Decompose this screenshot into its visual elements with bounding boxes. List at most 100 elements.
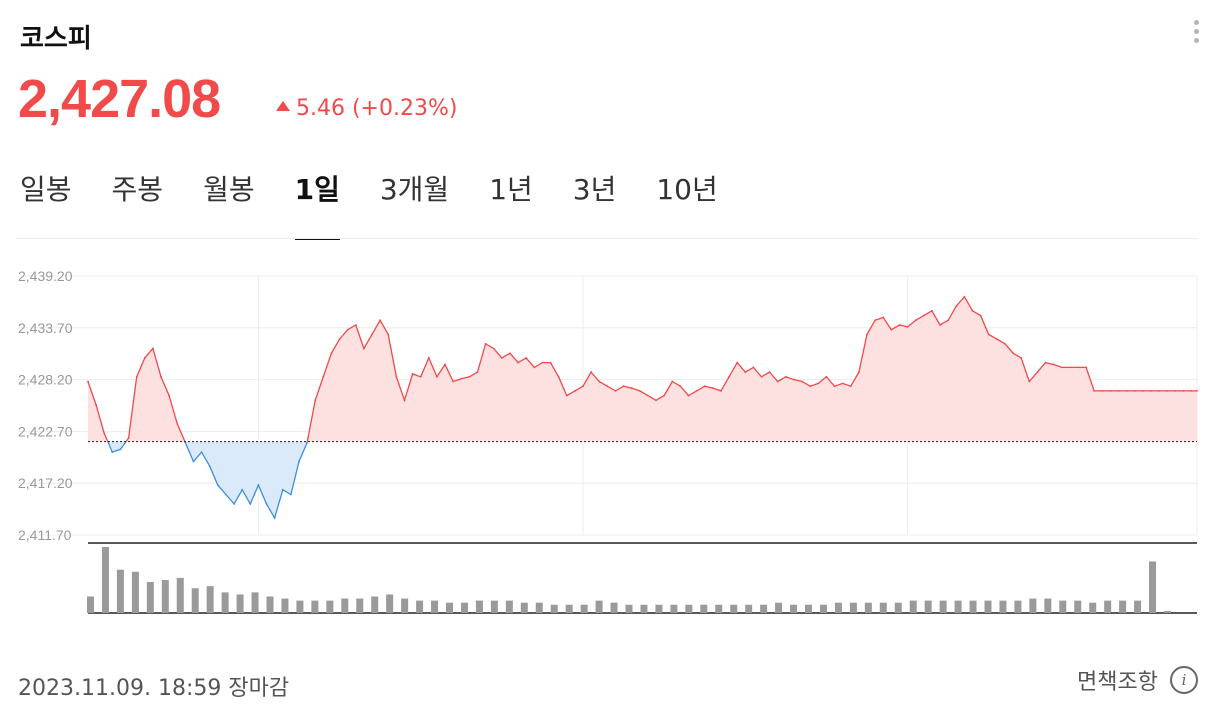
price-point <box>703 385 706 388</box>
down-area <box>88 441 1197 518</box>
volume-bar <box>655 604 663 613</box>
disclaimer-link[interactable]: 면책조항 i <box>1077 664 1198 696</box>
volume-bar <box>580 604 588 613</box>
volume-bar <box>371 596 379 613</box>
intraday-chart[interactable]: 2,439.20 2,433.70 2,428.20 2,422.70 2,417.20… <box>0 250 1216 620</box>
tab-5[interactable]: 1년 <box>489 173 533 206</box>
volume-bar <box>1029 598 1037 613</box>
price-point <box>801 380 803 383</box>
volume-bar <box>356 598 364 613</box>
volume-bar <box>640 604 648 613</box>
price-point <box>857 371 860 373</box>
price-point <box>411 373 414 375</box>
price-point <box>971 309 974 312</box>
tab-0[interactable]: 일봉 <box>20 173 72 206</box>
price-point <box>711 387 714 389</box>
price-point <box>419 375 422 378</box>
price-point <box>484 342 487 345</box>
price-point <box>963 295 966 298</box>
volume-bar <box>864 602 872 613</box>
price-point <box>1133 390 1136 392</box>
volume-bar <box>296 600 304 613</box>
price-point <box>687 394 690 397</box>
price-point <box>898 324 901 326</box>
price-point <box>452 380 455 383</box>
y-tick-label: 2,411.70 <box>18 527 72 543</box>
price-point <box>1142 390 1144 392</box>
price-point <box>111 451 114 454</box>
price-point <box>387 333 390 336</box>
price-point <box>1101 390 1104 392</box>
price-point <box>582 385 584 388</box>
volume-bar <box>520 602 528 613</box>
volume-bar <box>760 604 768 613</box>
tab-4[interactable]: 3개월 <box>379 173 450 206</box>
price-point <box>444 363 446 366</box>
tab-1[interactable]: 주봉 <box>111 173 164 206</box>
price-point <box>273 517 276 519</box>
volume-bar <box>221 592 229 613</box>
volume-bar <box>924 600 932 613</box>
price-point <box>622 385 625 388</box>
price-point <box>306 441 308 444</box>
tab-2[interactable]: 월봉 <box>203 173 255 206</box>
price-point <box>647 394 649 397</box>
current-price: 2,427.08 <box>18 69 221 129</box>
volume-bar <box>685 604 693 613</box>
price-point <box>314 399 317 402</box>
price-point <box>784 375 787 378</box>
more-options-icon[interactable] <box>1188 20 1204 50</box>
volume-bar <box>1149 561 1157 613</box>
price-point <box>979 314 982 317</box>
price-point <box>249 503 252 505</box>
price-point <box>1012 352 1014 355</box>
price-point <box>914 319 917 322</box>
price-point <box>1166 390 1169 392</box>
price-point <box>289 493 292 496</box>
tab-divider <box>16 238 1198 239</box>
volume-bar <box>819 604 827 613</box>
price-point <box>160 375 162 378</box>
price-point <box>233 503 235 505</box>
price-point <box>760 375 763 378</box>
volume-bar <box>984 600 992 613</box>
price-point <box>476 371 479 373</box>
price-point <box>565 394 568 397</box>
price-point <box>298 460 300 463</box>
price-point <box>1158 390 1161 392</box>
price-point <box>793 378 795 381</box>
price-point <box>241 488 244 491</box>
volume-bar <box>266 596 274 613</box>
price-point <box>87 380 89 383</box>
price-point <box>200 451 203 454</box>
price-point <box>1196 390 1198 392</box>
price-point <box>525 357 528 359</box>
price-point <box>509 352 511 355</box>
price-point <box>1020 357 1023 359</box>
tab-6[interactable]: 3년 <box>572 173 617 206</box>
volume-bar <box>1059 600 1067 613</box>
volume-bar <box>116 569 124 613</box>
price-point <box>630 387 633 389</box>
price-point <box>890 328 893 331</box>
price-point <box>809 385 812 388</box>
price-point <box>208 465 211 468</box>
price-point <box>1174 390 1177 392</box>
price-point <box>987 333 990 336</box>
volume-bar <box>236 594 244 613</box>
info-icon: i <box>1170 666 1198 694</box>
price-point <box>468 375 471 378</box>
volume-bar <box>460 602 468 613</box>
price-point <box>533 366 536 369</box>
price-point <box>882 316 885 319</box>
volume-bar <box>894 602 902 613</box>
y-tick-label: 2,433.70 <box>18 320 73 336</box>
volume-bar <box>206 586 214 613</box>
tab-3[interactable]: 1일 <box>294 168 341 240</box>
price-point <box>995 338 998 341</box>
price-point <box>492 347 495 350</box>
price-point <box>744 371 747 373</box>
period-tabs: 일봉 주봉 월봉 1일 3개월 1년 3년 10년 <box>20 168 758 240</box>
tab-7[interactable]: 10년 <box>656 173 718 206</box>
volume-bar <box>879 602 887 613</box>
